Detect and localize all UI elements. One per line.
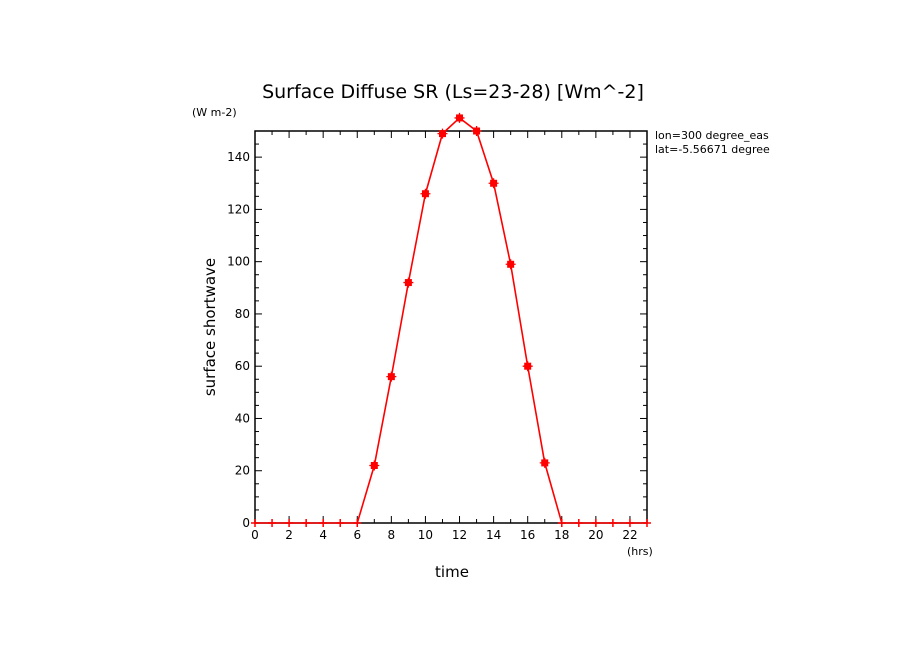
y-tick-label: 0 xyxy=(242,516,250,530)
data-point xyxy=(591,519,600,527)
data-point-cross xyxy=(471,126,482,136)
y-tick-label: 40 xyxy=(235,411,250,425)
x-tick-label: 2 xyxy=(285,528,293,542)
data-point-cross xyxy=(386,371,397,382)
data-point-cross xyxy=(522,361,533,372)
y-tick-label: 80 xyxy=(235,307,250,321)
data-point-cross xyxy=(454,112,465,123)
x-axis-label: time xyxy=(435,563,469,581)
data-point xyxy=(336,519,345,527)
y-tick-label: 60 xyxy=(235,359,250,373)
annotation-lat: lat=-5.56671 degree xyxy=(655,143,770,156)
data-point-cross xyxy=(369,460,380,471)
x-tick-label: 8 xyxy=(388,528,396,542)
units-label: (W m-2) xyxy=(192,106,237,119)
x-axis-units: (hrs) xyxy=(627,545,653,558)
series-line xyxy=(255,116,647,524)
data-point-cross xyxy=(403,277,414,288)
data-point-cross xyxy=(505,259,516,270)
x-tick-label: 18 xyxy=(554,528,569,542)
x-tick-label: 4 xyxy=(319,528,327,542)
chart-title: Surface Diffuse SR (Ls=23-28) [Wm^-2] xyxy=(262,81,644,103)
x-tick-label: 16 xyxy=(520,528,535,542)
data-point xyxy=(319,519,328,527)
data-point xyxy=(557,519,566,527)
data-point xyxy=(353,519,362,527)
data-point-cross xyxy=(437,128,448,139)
x-tick-label: 22 xyxy=(622,528,637,542)
data-point xyxy=(574,519,583,527)
x-tick-label: 12 xyxy=(452,528,467,542)
data-point xyxy=(302,519,311,527)
x-tick-label: 6 xyxy=(353,528,361,542)
data-point xyxy=(625,519,634,527)
x-tick-label: 0 xyxy=(251,528,259,542)
y-tick-label: 120 xyxy=(227,202,250,216)
data-point-cross xyxy=(539,457,550,468)
data-point xyxy=(285,519,294,527)
y-tick-label: 100 xyxy=(227,255,250,269)
plot-frame xyxy=(254,130,648,524)
data-point xyxy=(251,519,259,527)
annotation-lon: lon=300 degree_eas xyxy=(655,129,769,142)
data-point-cross xyxy=(488,178,499,189)
x-tick-label: 20 xyxy=(588,528,603,542)
x-tick-label: 14 xyxy=(486,528,501,542)
data-point xyxy=(643,519,651,527)
y-tick-label: 20 xyxy=(235,464,250,478)
y-tick-label: 140 xyxy=(227,150,250,164)
x-tick-label: 10 xyxy=(418,528,433,542)
data-point xyxy=(608,519,617,527)
data-point-cross xyxy=(420,188,431,199)
data-point xyxy=(268,519,277,527)
y-axis-label: surface shortwave xyxy=(201,258,219,396)
